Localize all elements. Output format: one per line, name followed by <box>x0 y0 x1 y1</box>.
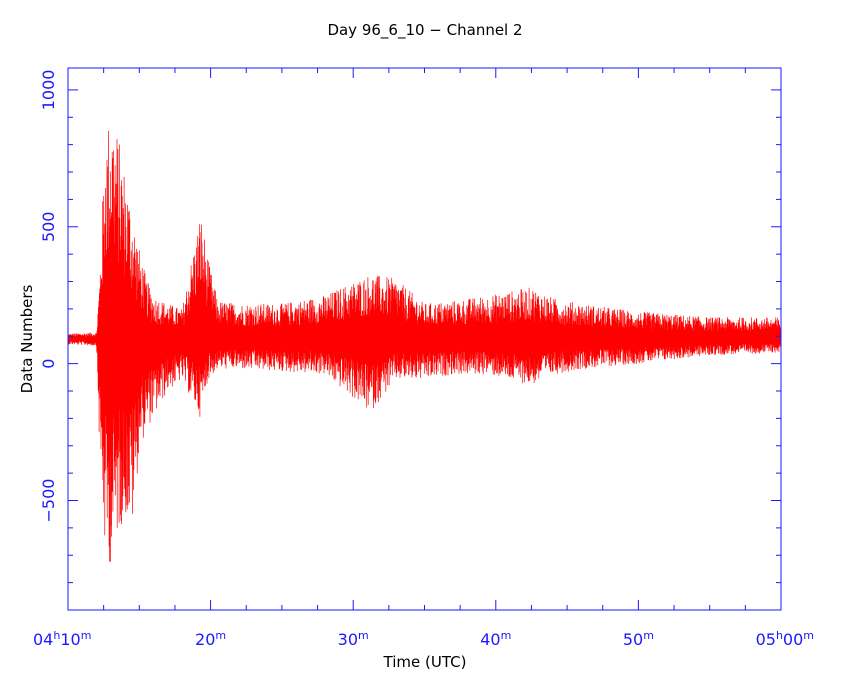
data-trace-layer <box>67 130 782 562</box>
chart-title: Day 96_6_10 − Channel 2 <box>327 21 522 40</box>
x-tick-label: 50m <box>623 629 654 650</box>
series-trace <box>67 130 782 562</box>
x-tick-label: 20m <box>195 629 226 650</box>
x-tick-label: 40m <box>480 629 511 650</box>
y-tick-label: −500 <box>39 479 58 523</box>
x-tick-label: 05h00m <box>756 629 814 650</box>
y-axis-ticks: 1000 500 0 −500 <box>39 70 781 584</box>
y-axis-label: Data Numbers <box>18 284 36 393</box>
y-tick-label: 0 <box>39 359 58 369</box>
x-tick-label: 30m <box>338 629 369 650</box>
x-axis-label: Time (UTC) <box>383 653 467 671</box>
y-tick-label: 500 <box>39 211 58 242</box>
x-axis-ticks: 04h10m 20m 30m 40m 50m 05h00m <box>33 68 814 649</box>
y-tick-label: 1000 <box>39 70 58 111</box>
x-tick-label: 04h10m <box>33 629 91 650</box>
